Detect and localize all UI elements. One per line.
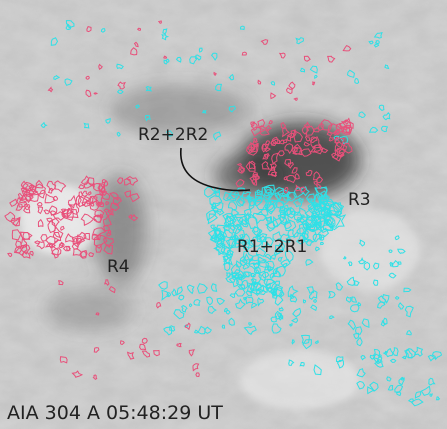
region-label: R2+2R2 [138,125,208,145]
region-label: R4 [107,257,130,277]
caption: AIA 304 A 05:48:29 UT [7,402,223,424]
region-label: R1+2R1 [237,237,307,257]
region-label: R3 [348,190,371,210]
solar-image: R2+2R2 R3 R1+2R1 R4 AIA 304 A 05:48:29 U… [0,0,447,429]
